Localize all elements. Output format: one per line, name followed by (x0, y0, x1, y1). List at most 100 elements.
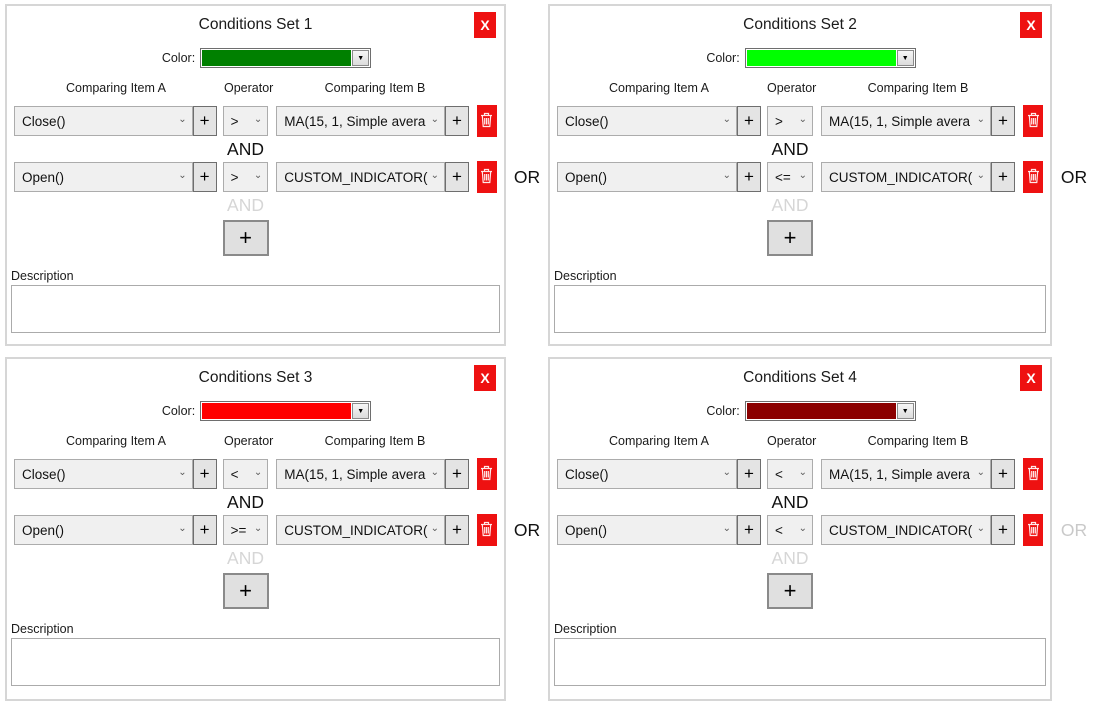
operator-value: < (775, 466, 783, 482)
close-panel-button[interactable]: X (474, 365, 496, 391)
comparing-item-b-dropdown[interactable]: CUSTOM_INDICATOR( ⌄ (276, 515, 445, 545)
and-connector-disabled: AND (227, 195, 264, 215)
column-header-item-a: Comparing Item A (65, 434, 167, 448)
color-swatch (202, 403, 352, 419)
delete-condition-button[interactable] (476, 458, 497, 490)
add-item-a-button[interactable]: + (192, 162, 217, 192)
chevron-down-icon: ▼ (352, 50, 370, 66)
add-item-a-button[interactable]: + (737, 106, 761, 136)
add-item-b-button[interactable]: + (444, 162, 469, 192)
add-condition-button[interactable]: + (222, 573, 269, 609)
close-panel-button[interactable]: X (1020, 365, 1042, 391)
comparing-item-a-dropdown[interactable]: Open() ⌄ (14, 162, 193, 192)
column-header-item-b: Comparing Item B (867, 434, 969, 448)
add-item-a-button[interactable]: + (737, 459, 761, 489)
column-header-item-b: Comparing Item B (324, 81, 426, 95)
chevron-down-icon: ⌄ (722, 169, 731, 181)
color-swatch (746, 403, 896, 419)
comparing-item-a-dropdown[interactable]: Open() ⌄ (14, 515, 193, 545)
and-connector-disabled: AND (771, 548, 809, 568)
color-label: Color: (706, 51, 740, 65)
comparing-item-b-value: MA(15, 1, Simple avera (829, 113, 971, 129)
comparing-item-b-dropdown[interactable]: CUSTOM_INDICATOR( ⌄ (821, 162, 991, 192)
delete-condition-button[interactable] (1023, 105, 1043, 137)
comparing-item-a-dropdown[interactable]: Close() ⌄ (557, 106, 737, 136)
chevron-down-icon: ⌄ (722, 522, 731, 534)
add-condition-button[interactable]: + (767, 573, 813, 609)
chevron-down-icon: ⌄ (722, 113, 731, 125)
operator-dropdown[interactable]: < ⌄ (767, 459, 813, 489)
add-item-b-button[interactable]: + (444, 459, 469, 489)
operator-dropdown[interactable]: <= ⌄ (767, 162, 813, 192)
delete-condition-button[interactable] (476, 105, 497, 137)
operator-value: >= (230, 522, 247, 538)
operator-value: > (230, 113, 239, 129)
operator-dropdown[interactable]: > ⌄ (767, 106, 813, 136)
comparing-item-b-dropdown[interactable]: MA(15, 1, Simple avera ⌄ (821, 459, 991, 489)
comparing-item-b-dropdown[interactable]: CUSTOM_INDICATOR( ⌄ (276, 162, 445, 192)
add-item-b-button[interactable]: + (991, 515, 1015, 545)
comparing-item-a-dropdown[interactable]: Close() ⌄ (14, 459, 193, 489)
comparing-item-a-dropdown[interactable]: Close() ⌄ (14, 106, 193, 136)
and-connector-disabled: AND (771, 195, 809, 215)
color-label: Color: (706, 404, 740, 418)
add-condition-button[interactable]: + (222, 220, 269, 256)
operator-dropdown[interactable]: > ⌄ (222, 106, 269, 136)
delete-condition-button[interactable] (1023, 458, 1043, 490)
operator-value: < (775, 522, 783, 538)
add-item-a-button[interactable]: + (737, 515, 761, 545)
comparing-item-a-dropdown[interactable]: Open() ⌄ (557, 162, 737, 192)
color-dropdown[interactable]: ▼ (744, 401, 916, 421)
operator-dropdown[interactable]: < ⌄ (222, 459, 269, 489)
comparing-item-a-dropdown[interactable]: Open() ⌄ (557, 515, 737, 545)
comparing-item-b-dropdown[interactable]: MA(15, 1, Simple avera ⌄ (821, 106, 991, 136)
color-dropdown[interactable]: ▼ (200, 401, 372, 421)
operator-value: <= (775, 169, 791, 185)
and-connector: AND (771, 139, 809, 159)
add-item-a-button[interactable]: + (737, 162, 761, 192)
color-dropdown[interactable]: ▼ (200, 48, 372, 68)
color-swatch (202, 50, 352, 66)
operator-dropdown[interactable]: < ⌄ (767, 515, 813, 545)
operator-dropdown[interactable]: >= ⌄ (222, 515, 269, 545)
description-input[interactable] (11, 285, 500, 333)
comparing-item-b-dropdown[interactable]: MA(15, 1, Simple avera ⌄ (276, 106, 445, 136)
description-label: Description (11, 269, 74, 283)
add-item-a-button[interactable]: + (192, 106, 217, 136)
add-item-b-button[interactable]: + (444, 515, 469, 545)
add-condition-button[interactable]: + (767, 220, 813, 256)
column-header-item-b: Comparing Item B (867, 81, 969, 95)
comparing-item-a-value: Open() (565, 169, 608, 185)
comparing-item-b-dropdown[interactable]: MA(15, 1, Simple avera ⌄ (276, 459, 445, 489)
and-connector: AND (771, 492, 809, 512)
delete-condition-button[interactable] (1023, 514, 1043, 546)
or-separator: OR (1060, 167, 1088, 187)
chevron-down-icon: ⌄ (976, 113, 985, 125)
add-item-a-button[interactable]: + (192, 459, 217, 489)
add-item-b-button[interactable]: + (991, 162, 1015, 192)
comparing-item-b-value: MA(15, 1, Simple avera (829, 466, 971, 482)
close-panel-button[interactable]: X (474, 12, 496, 38)
chevron-down-icon: ⌄ (430, 113, 439, 125)
description-input[interactable] (554, 638, 1046, 686)
add-item-b-button[interactable]: + (991, 106, 1015, 136)
chevron-down-icon: ▼ (352, 403, 370, 419)
comparing-item-a-value: Close() (565, 466, 609, 482)
delete-condition-button[interactable] (476, 514, 497, 546)
comparing-item-b-dropdown[interactable]: CUSTOM_INDICATOR( ⌄ (821, 515, 991, 545)
conditions-set-panel: Conditions Set 2 X Color: ▼ Comparing It… (548, 4, 1052, 346)
color-dropdown[interactable]: ▼ (744, 48, 916, 68)
operator-dropdown[interactable]: > ⌄ (222, 162, 269, 192)
close-panel-button[interactable]: X (1020, 12, 1042, 38)
trash-icon (1027, 112, 1040, 131)
comparing-item-a-value: Open() (22, 522, 65, 538)
or-separator: OR (513, 167, 541, 187)
comparing-item-a-dropdown[interactable]: Close() ⌄ (557, 459, 737, 489)
description-input[interactable] (11, 638, 500, 686)
add-item-b-button[interactable]: + (991, 459, 1015, 489)
add-item-a-button[interactable]: + (192, 515, 217, 545)
add-item-b-button[interactable]: + (444, 106, 469, 136)
delete-condition-button[interactable] (476, 161, 497, 193)
description-input[interactable] (554, 285, 1046, 333)
delete-condition-button[interactable] (1023, 161, 1043, 193)
